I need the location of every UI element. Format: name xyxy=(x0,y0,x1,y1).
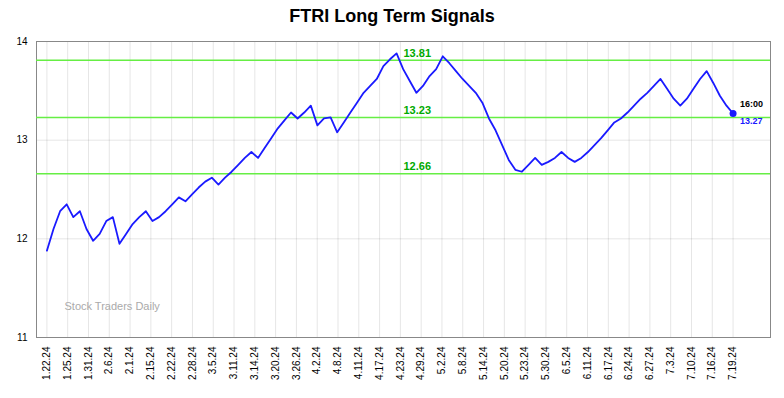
svg-text:4.23.24: 4.23.24 xyxy=(395,346,406,380)
svg-text:13.27: 13.27 xyxy=(740,116,763,126)
svg-text:1.25.24: 1.25.24 xyxy=(62,346,73,380)
svg-text:2.1.24: 2.1.24 xyxy=(124,346,135,374)
svg-text:13.23: 13.23 xyxy=(404,104,432,116)
svg-text:5.20.24: 5.20.24 xyxy=(499,346,510,380)
svg-text:12: 12 xyxy=(16,233,28,244)
svg-text:14: 14 xyxy=(16,36,28,47)
svg-text:7.19.24: 7.19.24 xyxy=(727,346,738,380)
svg-text:7.3.24: 7.3.24 xyxy=(665,346,676,374)
svg-text:1.22.24: 1.22.24 xyxy=(41,346,52,380)
svg-text:5.2.24: 5.2.24 xyxy=(436,346,447,374)
svg-text:6.24.24: 6.24.24 xyxy=(623,346,634,380)
svg-text:6.5.24: 6.5.24 xyxy=(561,346,572,374)
svg-text:3.14.24: 3.14.24 xyxy=(249,346,260,380)
svg-text:6.27.24: 6.27.24 xyxy=(644,346,655,380)
svg-text:5.30.24: 5.30.24 xyxy=(540,346,551,380)
svg-text:16:00: 16:00 xyxy=(740,99,763,109)
svg-text:4.17.24: 4.17.24 xyxy=(374,346,385,380)
svg-text:2.6.24: 2.6.24 xyxy=(103,346,114,374)
svg-text:7.16.24: 7.16.24 xyxy=(706,346,717,380)
svg-text:3.5.24: 3.5.24 xyxy=(207,346,218,374)
svg-text:3.11.24: 3.11.24 xyxy=(228,346,239,379)
svg-text:4.29.24: 4.29.24 xyxy=(415,346,426,380)
svg-text:11: 11 xyxy=(17,332,28,343)
svg-text:Stock Traders Daily: Stock Traders Daily xyxy=(65,300,161,312)
svg-text:13: 13 xyxy=(16,134,28,145)
svg-text:6.17.24: 6.17.24 xyxy=(603,346,614,380)
svg-text:3.20.24: 3.20.24 xyxy=(270,346,281,380)
svg-text:2.22.24: 2.22.24 xyxy=(166,346,177,380)
svg-text:6.11.24: 6.11.24 xyxy=(582,346,593,379)
svg-text:4.11.24: 4.11.24 xyxy=(353,346,364,379)
svg-text:3.26.24: 3.26.24 xyxy=(291,346,302,380)
svg-text:13.81: 13.81 xyxy=(404,47,432,59)
svg-text:4.2.24: 4.2.24 xyxy=(311,346,322,374)
svg-text:7.10.24: 7.10.24 xyxy=(686,346,697,380)
svg-text:4.8.24: 4.8.24 xyxy=(332,346,343,374)
html-text:FTRI Long Term Signals: FTRI Long Term Signals xyxy=(289,6,495,26)
svg-text:5.8.24: 5.8.24 xyxy=(457,346,468,374)
svg-text:1.31.24: 1.31.24 xyxy=(83,346,94,380)
svg-text:5.14.24: 5.14.24 xyxy=(478,346,489,380)
svg-text:5.23.24: 5.23.24 xyxy=(519,346,530,380)
svg-text:2.15.24: 2.15.24 xyxy=(145,346,156,380)
svg-text:2.28.24: 2.28.24 xyxy=(187,346,198,380)
svg-text:12.66: 12.66 xyxy=(404,160,432,172)
